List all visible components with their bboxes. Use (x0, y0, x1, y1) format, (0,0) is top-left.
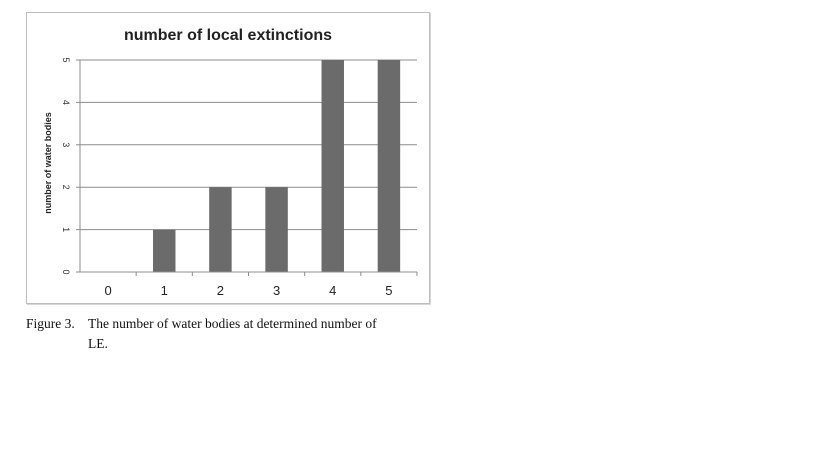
y-axis-label: number of water bodies (43, 112, 53, 214)
bar-3 (265, 187, 288, 272)
bar-2 (209, 187, 232, 272)
x-tick-label-5: 5 (385, 283, 392, 298)
x-tick-label-4: 4 (329, 283, 336, 298)
y-tick-labels: 0 1 2 3 4 5 (61, 57, 71, 274)
bar-1 (153, 229, 176, 272)
x-tick-label-0: 0 (104, 283, 111, 298)
bar-4 (321, 60, 344, 272)
y-tick-label-1: 1 (61, 227, 71, 232)
caption-line-2: LE. (88, 336, 108, 351)
x-tick-labels: 0 1 2 3 4 5 (104, 283, 392, 298)
x-tick-label-3: 3 (273, 283, 280, 298)
figure-caption: Figure 3. The number of water bodies at d… (26, 314, 436, 354)
chart-frame: number of local extinctions number of wa… (26, 12, 430, 304)
caption-line-1: The number of water bodies at determined… (88, 316, 377, 331)
axes (76, 59, 418, 276)
y-tick-label-3: 3 (61, 142, 71, 147)
y-tick-label-5: 5 (61, 57, 71, 62)
y-tick-label-4: 4 (61, 100, 71, 105)
gridlines (80, 59, 417, 231)
y-tick-label-2: 2 (61, 185, 71, 190)
bars (153, 60, 401, 272)
y-tick-label-0: 0 (61, 269, 71, 274)
bar-5 (377, 60, 401, 272)
figure-number: Figure 3. (26, 316, 75, 331)
chart-title: number of local extinctions (124, 27, 332, 44)
bar-chart: number of local extinctions number of wa… (43, 27, 418, 298)
x-tick-label-1: 1 (161, 283, 168, 298)
x-tick-label-2: 2 (217, 283, 224, 298)
